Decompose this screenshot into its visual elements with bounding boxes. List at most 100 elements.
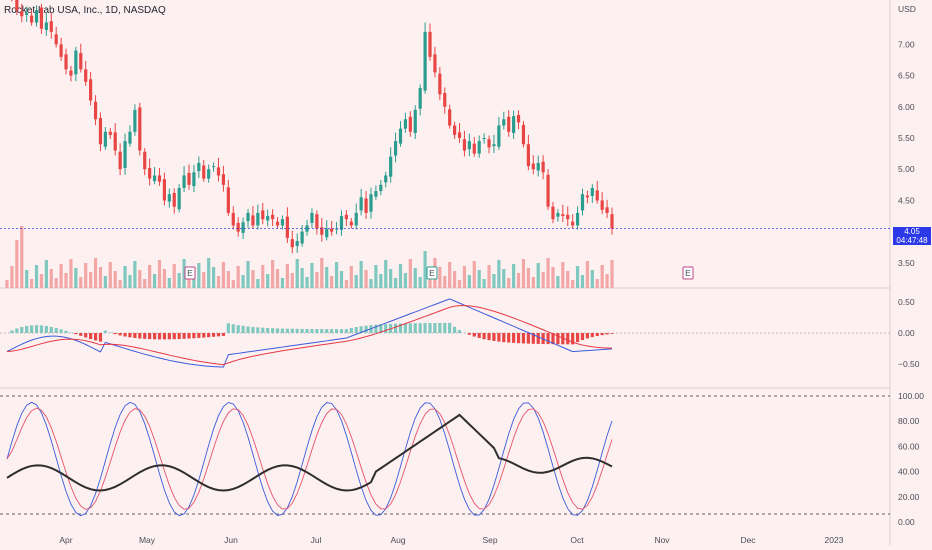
candle-body (384, 175, 388, 183)
volume-bar (84, 263, 88, 288)
candle-body (453, 125, 457, 135)
candle-body (546, 174, 550, 207)
macd-histogram-bar (561, 333, 565, 345)
chart-title: Rocket Lab USA, Inc., 1D, NASDAQ (4, 5, 166, 16)
candle-body (398, 128, 403, 144)
time-axis-label: Apr (59, 535, 72, 545)
time-axis-label: 2023 (825, 535, 844, 545)
price-tick-label: 6.00 (898, 102, 915, 112)
volume-bar (561, 262, 565, 288)
volume-bar (595, 279, 599, 288)
candle-body (271, 214, 275, 220)
volume-bar (575, 266, 580, 288)
volume-bar (20, 226, 24, 288)
macd-histogram-bar (354, 327, 358, 333)
candle-body (98, 118, 103, 145)
volume-bar (202, 272, 206, 288)
candle-body (162, 179, 166, 201)
candle-body (408, 116, 412, 132)
candle-body (374, 191, 378, 197)
volume-bar (261, 265, 265, 288)
candle-body (211, 166, 216, 168)
macd-histogram-bar (571, 333, 575, 345)
candle-body (443, 93, 447, 107)
volume-bar (384, 260, 388, 288)
volume-bar (457, 280, 462, 288)
volume-bar (516, 273, 521, 288)
volume-bar (108, 262, 112, 288)
volume-bar (512, 264, 516, 288)
candle-body (605, 207, 609, 213)
macd-histogram-bar (231, 324, 235, 333)
volume-bar (541, 272, 545, 288)
macd-histogram-bar (39, 325, 44, 333)
volume-bar (34, 265, 39, 288)
volume-bar (54, 278, 58, 288)
candle-body (59, 44, 63, 57)
candle-body (566, 214, 570, 220)
candle-body (354, 212, 358, 226)
macd-histogram-bar (123, 333, 127, 337)
earnings-marker-label: E (187, 268, 193, 278)
candle-body (423, 31, 427, 91)
rsi-tick-label: 60.00 (898, 441, 920, 451)
macd-tick-label: 0.50 (898, 297, 915, 307)
volume-bar (580, 275, 585, 288)
volume-bar (448, 262, 452, 288)
earnings-marker-label: E (429, 268, 435, 278)
candle-body (103, 131, 107, 147)
macd-histogram-bar (138, 333, 142, 339)
macd-histogram-bar (482, 333, 486, 340)
macd-histogram-bar (566, 333, 570, 345)
macd-histogram-bar (221, 333, 226, 336)
volume-bar (605, 274, 609, 288)
macd-histogram-bar (364, 325, 368, 333)
volume-bar (59, 264, 63, 288)
macd-histogram-bar (605, 333, 609, 335)
candle-body (610, 214, 614, 229)
macd-histogram-bar (590, 333, 594, 338)
candle-body (275, 221, 280, 226)
candle-body (595, 190, 599, 201)
candle-body (295, 241, 299, 247)
candle-body (79, 53, 83, 70)
candle-body (600, 200, 604, 210)
macd-histogram-bar (339, 329, 344, 333)
macd-histogram-bar (29, 325, 34, 333)
macd-histogram-bar (443, 322, 447, 333)
candle-body (290, 239, 294, 248)
price-tick-label: 3.50 (898, 258, 915, 268)
earnings-marker (184, 266, 196, 280)
macd-histogram-bar (512, 333, 516, 343)
volume-bar (290, 273, 294, 288)
macd-histogram-bar (167, 333, 171, 340)
candle-body (192, 172, 196, 187)
candle-body (148, 167, 152, 179)
macd-histogram-bar (600, 333, 604, 336)
macd-histogram-bar (59, 329, 63, 333)
volume-bar (408, 259, 412, 288)
volume-bar (138, 270, 142, 288)
candle-body (89, 79, 93, 101)
candle-body (403, 119, 408, 129)
macd-histogram-bar (536, 333, 540, 344)
macd-histogram-bar (575, 333, 580, 342)
volume-bar (10, 266, 14, 288)
candle-body (472, 143, 476, 154)
volume-bar (477, 270, 481, 288)
macd-histogram-bar (251, 326, 255, 333)
macd-histogram-bar (128, 333, 132, 338)
macd-histogram-bar (379, 324, 383, 333)
macd-histogram-bar (157, 333, 162, 340)
macd-histogram-bar (492, 333, 496, 341)
candle-body (202, 165, 206, 179)
macd-histogram-bar (516, 333, 521, 344)
volume-bar (231, 280, 235, 288)
currency-label: USD (898, 4, 916, 14)
candle-body (393, 141, 398, 156)
macd-line (6, 298, 613, 368)
price-tick-label: 7.00 (898, 39, 915, 49)
volume-bar (280, 278, 285, 288)
macd-histogram-bar (152, 333, 157, 340)
